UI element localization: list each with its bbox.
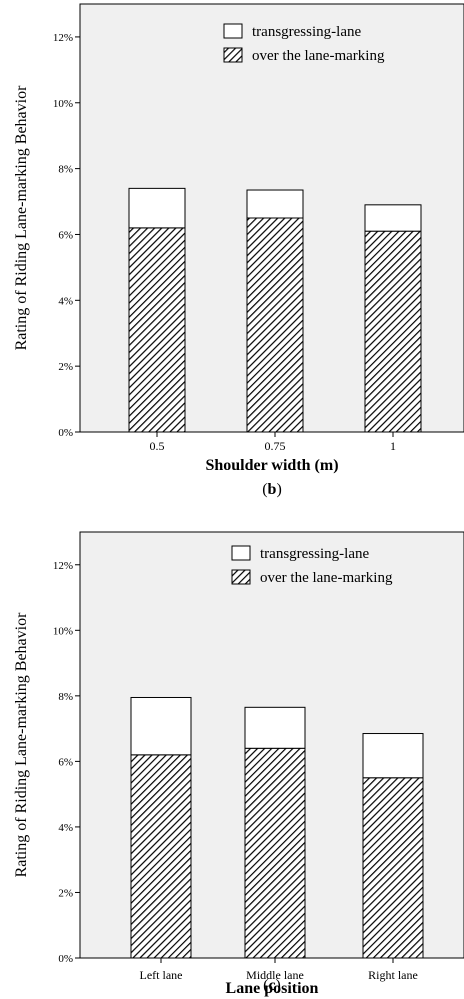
bar-over-lane-marking <box>362 777 424 959</box>
bar-over-lane-marking <box>128 227 186 433</box>
x-tick-label: 1 <box>390 439 396 453</box>
x-tick-label: Middle lane <box>246 968 304 982</box>
bar-transgressing-lane <box>128 187 186 229</box>
bar-transgressing-lane <box>362 733 424 779</box>
bar-transgressing-lane <box>364 204 422 232</box>
legend-label: transgressing-lane <box>260 546 369 562</box>
x-axis-label: Lane position <box>226 980 319 997</box>
legend-swatch <box>223 47 243 63</box>
y-tick-label: 0% <box>58 427 73 439</box>
legend-swatch <box>231 569 251 585</box>
y-axis-label: Rating of Riding Lane-marking Behavior <box>13 612 30 878</box>
y-axis-label: Rating of Riding Lane-marking Behavior <box>13 85 30 351</box>
y-tick-label: 12% <box>53 560 73 572</box>
legend-swatch <box>223 23 243 39</box>
legend-label: transgressing-lane <box>252 24 361 40</box>
chart-panel-b: 0% 2% 4% 6% 8% 10% 12% 0.5 0.75 1 Shoulder width (… <box>13 3 464 498</box>
y-tick-label: 12% <box>53 32 73 44</box>
bar-over-lane-marking <box>246 217 304 433</box>
bar-transgressing-lane <box>246 189 304 219</box>
x-axis-label: Shoulder width (m) <box>205 457 338 474</box>
y-tick-label: 2% <box>58 361 73 373</box>
y-tick-label: 4% <box>58 822 73 834</box>
y-tick-label: 10% <box>53 98 73 110</box>
bar-over-lane-marking <box>130 754 192 959</box>
y-tick-label: 0% <box>58 953 73 965</box>
bar-over-lane-marking <box>364 230 422 433</box>
legend-label: over the lane-marking <box>260 570 393 586</box>
bar-transgressing-lane <box>130 696 192 756</box>
panel-label: (c) <box>263 977 281 994</box>
panel-label: (b) <box>262 481 282 498</box>
y-tick-label: 2% <box>58 887 73 899</box>
y-tick-label: 8% <box>58 164 73 176</box>
legend-label: over the lane-marking <box>252 48 385 64</box>
x-tick-label: Left lane <box>140 968 183 982</box>
y-tick-label: 6% <box>58 756 73 768</box>
y-tick-label: 8% <box>58 691 73 703</box>
y-tick-label: 4% <box>58 295 73 307</box>
panel-label-letter: c <box>268 977 275 994</box>
x-tick-label: Right lane <box>368 968 418 982</box>
panel-label-letter: b <box>268 481 277 498</box>
bar-transgressing-lane <box>244 706 306 749</box>
bar-over-lane-marking <box>244 747 306 959</box>
y-tick-label: 10% <box>53 625 73 637</box>
x-tick-label: 0.75 <box>265 439 286 453</box>
chart-panel-c: 0% 2% 4% 6% 8% 10% 12% Left lane Middle lane Righ… <box>13 531 464 997</box>
y-tick-label: 6% <box>58 229 73 241</box>
legend-swatch <box>231 545 251 561</box>
x-tick-label: 0.5 <box>150 439 165 453</box>
